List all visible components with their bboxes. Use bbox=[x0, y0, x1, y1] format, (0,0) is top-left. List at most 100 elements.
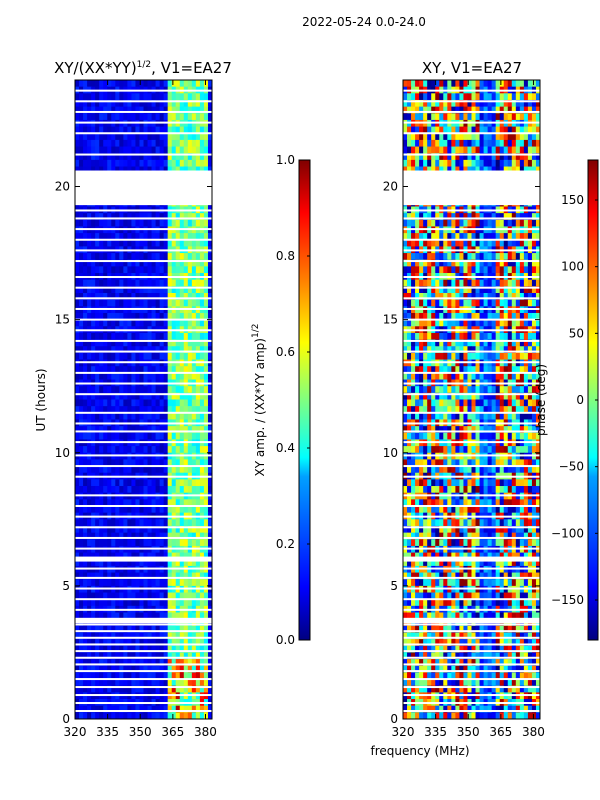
heatmap-cell bbox=[99, 612, 104, 620]
heatmap-cell bbox=[87, 612, 92, 620]
heatmap-cell bbox=[515, 126, 521, 134]
heatmap-cell bbox=[83, 153, 88, 161]
heatmap-cell bbox=[199, 279, 205, 287]
heatmap-cell bbox=[183, 479, 189, 487]
heatmap-cell bbox=[199, 519, 205, 527]
heatmap-cell bbox=[527, 312, 533, 321]
heatmap-cell bbox=[195, 346, 201, 354]
left-panel: XY/(XX*YY)1/2, V1=EA27 320 335 350 365 38005… bbox=[34, 59, 232, 739]
heatmap-cell bbox=[191, 312, 197, 321]
heatmap-cell bbox=[471, 259, 477, 267]
heatmap-cell bbox=[195, 106, 201, 114]
heatmap-cell bbox=[107, 712, 112, 720]
heatmap-cell bbox=[143, 519, 149, 527]
heatmap-cell bbox=[203, 579, 209, 587]
heatmap-cell bbox=[123, 106, 128, 114]
heatmap-cell bbox=[459, 93, 464, 101]
heatmap-cell bbox=[523, 126, 529, 134]
heatmap-cell bbox=[519, 99, 525, 108]
heatmap-cell bbox=[187, 579, 193, 587]
heatmap-cell bbox=[479, 352, 485, 361]
heatmap-cell bbox=[147, 366, 153, 374]
heatmap-cell bbox=[95, 572, 100, 580]
heatmap-cell bbox=[459, 106, 464, 114]
heatmap-cell bbox=[467, 99, 472, 108]
heatmap-cell bbox=[159, 166, 165, 174]
heatmap-cell bbox=[139, 80, 144, 88]
heatmap-cell bbox=[103, 153, 108, 161]
heatmap-cell bbox=[483, 153, 489, 161]
heatmap-cell bbox=[91, 592, 96, 600]
heatmap-cell bbox=[87, 426, 92, 434]
heatmap-cell bbox=[499, 159, 505, 168]
heatmap-cell bbox=[163, 525, 169, 534]
heatmap-cell bbox=[419, 266, 424, 274]
heatmap-cell bbox=[203, 525, 209, 534]
heatmap-cell bbox=[407, 312, 412, 321]
heatmap-cell bbox=[155, 412, 161, 420]
heatmap-cell bbox=[111, 532, 116, 540]
heatmap-cell bbox=[491, 99, 497, 108]
heatmap-cell bbox=[179, 312, 185, 321]
heatmap-cell bbox=[95, 386, 100, 394]
heatmap-cell bbox=[455, 213, 460, 221]
heatmap-cell bbox=[175, 525, 181, 534]
heatmap-cell bbox=[463, 346, 468, 354]
heatmap-cell bbox=[143, 219, 149, 227]
heatmap-cell bbox=[455, 392, 460, 400]
flagged-row bbox=[75, 350, 212, 353]
heatmap-cell bbox=[195, 446, 201, 454]
heatmap-cell bbox=[459, 139, 464, 148]
heatmap-cell bbox=[107, 559, 112, 567]
heatmap-cell bbox=[139, 332, 144, 341]
heatmap-cell bbox=[207, 253, 213, 261]
heatmap-cell bbox=[75, 426, 80, 434]
heatmap-cell bbox=[203, 432, 209, 440]
heatmap-cell bbox=[107, 625, 112, 633]
heatmap-cell bbox=[199, 253, 205, 261]
heatmap-cell bbox=[187, 572, 193, 580]
heatmap-cell bbox=[479, 366, 485, 374]
heatmap-cell bbox=[75, 392, 80, 400]
heatmap-cell bbox=[95, 599, 100, 607]
heatmap-cell bbox=[415, 352, 420, 361]
heatmap-cell bbox=[159, 532, 165, 540]
heatmap-cell bbox=[127, 279, 132, 287]
heatmap-cell bbox=[139, 625, 144, 633]
heatmap-cell bbox=[463, 153, 468, 161]
heatmap-cell bbox=[111, 572, 116, 580]
heatmap-cell bbox=[187, 446, 193, 454]
heatmap-cell bbox=[439, 266, 444, 274]
heatmap-cell bbox=[423, 339, 428, 347]
heatmap-cell bbox=[79, 559, 84, 567]
heatmap-cell bbox=[179, 645, 185, 653]
heatmap-cell bbox=[515, 233, 521, 241]
heatmap-cell bbox=[83, 459, 88, 467]
heatmap-cell bbox=[191, 106, 197, 114]
heatmap-cell bbox=[523, 80, 529, 88]
flagged-row bbox=[75, 297, 212, 300]
heatmap-cell bbox=[135, 712, 140, 720]
heatmap-cell bbox=[483, 126, 489, 134]
heatmap-cell bbox=[87, 392, 92, 400]
heatmap-cell bbox=[535, 266, 541, 274]
heatmap-cell bbox=[419, 299, 424, 307]
heatmap-cell bbox=[471, 106, 477, 114]
heatmap-cell bbox=[167, 159, 173, 168]
heatmap-cell bbox=[167, 332, 173, 341]
heatmap-cell bbox=[115, 406, 120, 414]
heatmap-cell bbox=[95, 579, 100, 587]
heatmap-cell bbox=[199, 346, 205, 354]
heatmap-cell bbox=[87, 579, 92, 587]
heatmap-cell bbox=[483, 139, 489, 148]
heatmap-cell bbox=[491, 366, 497, 374]
heatmap-cell bbox=[415, 332, 420, 341]
heatmap-cell bbox=[87, 525, 92, 534]
heatmap-cell bbox=[119, 352, 124, 361]
heatmap-cell bbox=[111, 259, 116, 267]
heatmap-cell bbox=[415, 266, 420, 274]
heatmap-cell bbox=[87, 592, 92, 600]
heatmap-cell bbox=[203, 279, 209, 287]
heatmap-cell bbox=[115, 133, 120, 141]
heatmap-cell bbox=[203, 705, 209, 713]
